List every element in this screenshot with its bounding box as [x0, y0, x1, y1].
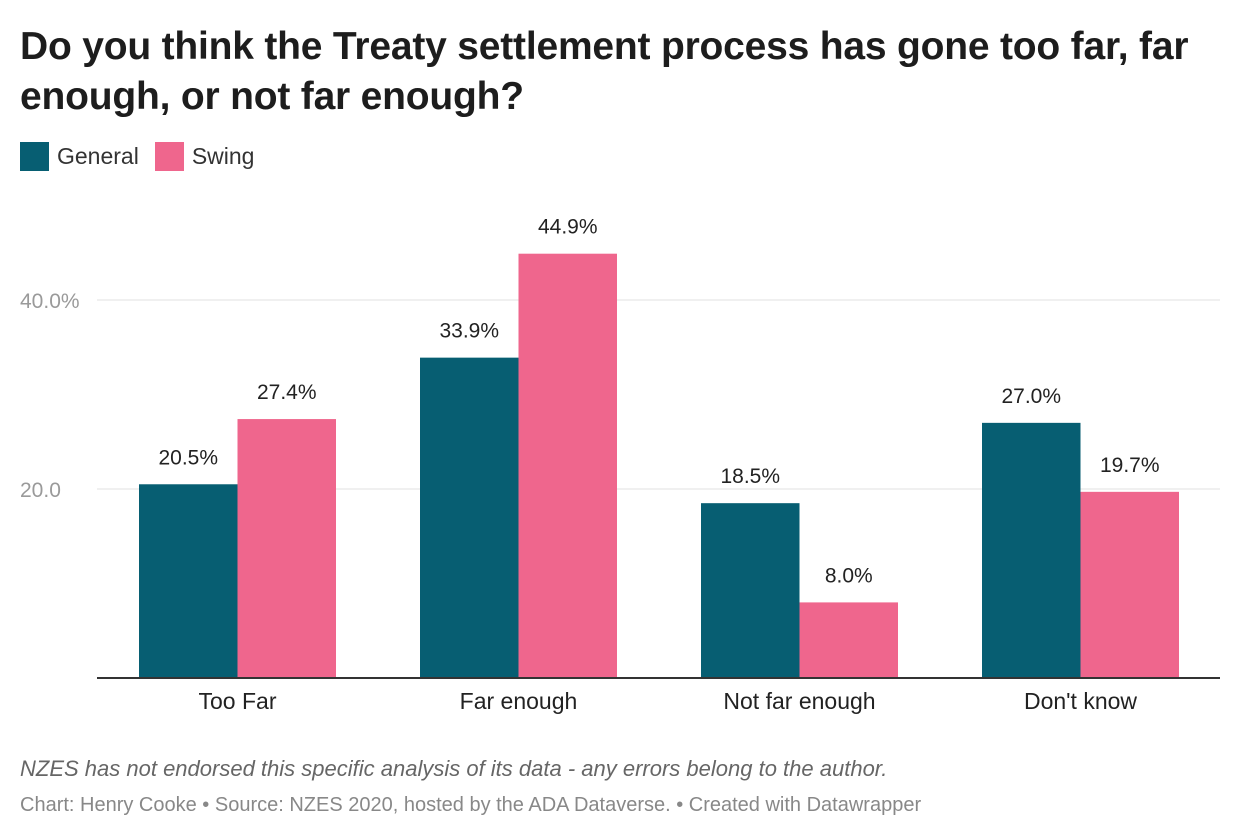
data-label: 27.0%	[1001, 385, 1061, 408]
bar-chart: 20.0 40.0% 20.5% 27.4% Too Far 33.9% 44.9% Far …	[20, 216, 1220, 714]
y-tick-label: 20.0	[20, 479, 61, 502]
bar-general	[420, 357, 519, 678]
bar-general	[139, 484, 238, 678]
data-label: 44.9%	[538, 216, 598, 239]
bar-swing	[518, 253, 617, 678]
legend-swatch-general	[20, 142, 49, 171]
data-label: 20.5%	[158, 446, 218, 469]
x-tick-label: Too Far	[199, 688, 277, 714]
legend-item-swing: Swing	[154, 142, 255, 171]
data-label: 27.4%	[257, 381, 317, 404]
legend: General Swing	[20, 142, 270, 171]
footer-credit: Chart: Henry Cooke • Source: NZES 2020, …	[20, 794, 922, 816]
y-tick-label: 40.0%	[20, 290, 80, 313]
bar-general	[701, 503, 800, 678]
data-label: 8.0%	[825, 564, 873, 587]
footer-note: NZES has not endorsed this specific anal…	[20, 756, 888, 781]
bar-general	[982, 422, 1081, 678]
legend-item-general: General	[20, 142, 139, 171]
chart-title: Do you think the Treaty settlement proce…	[20, 25, 1189, 118]
bar-swing	[237, 419, 336, 678]
x-tick-label: Not far enough	[723, 688, 875, 714]
data-label: 19.7%	[1100, 454, 1160, 477]
x-tick-label: Don't know	[1024, 688, 1137, 714]
legend-label-general: General	[57, 143, 139, 169]
bar-swing	[1080, 491, 1179, 678]
bar-swing	[799, 602, 898, 678]
legend-swatch-swing	[154, 142, 184, 171]
data-label: 18.5%	[720, 465, 780, 488]
x-tick-label: Far enough	[460, 688, 578, 714]
data-label: 33.9%	[439, 320, 499, 343]
legend-label-swing: Swing	[191, 143, 255, 169]
